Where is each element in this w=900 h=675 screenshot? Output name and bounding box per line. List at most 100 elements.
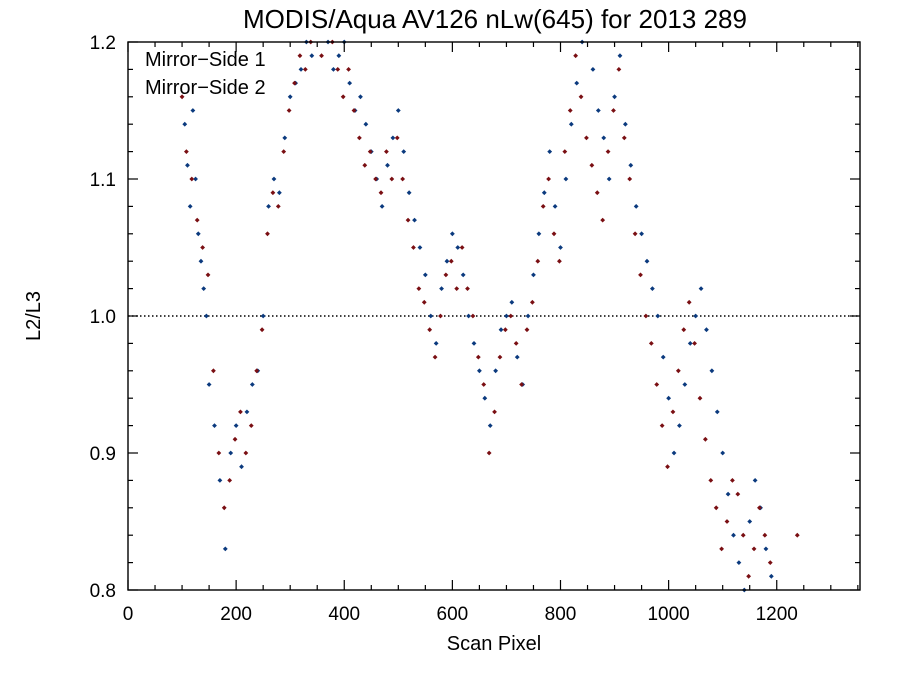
data-point — [481, 382, 487, 387]
data-point — [568, 121, 574, 127]
data-point — [677, 423, 682, 428]
data-point — [421, 299, 427, 305]
x-axis-label: Scan Pixel — [447, 633, 542, 655]
data-point — [650, 286, 655, 291]
data-point — [747, 519, 753, 524]
data-point — [746, 573, 752, 579]
data-point — [427, 327, 433, 333]
data-point — [265, 231, 270, 237]
data-point — [740, 532, 746, 538]
data-point — [493, 368, 499, 374]
data-point — [648, 341, 654, 346]
data-point — [221, 505, 227, 511]
data-point — [298, 67, 304, 72]
x-tick-label: 1200 — [756, 604, 798, 625]
data-point — [216, 450, 222, 456]
data-point — [643, 313, 649, 319]
data-point — [390, 135, 396, 141]
data-point — [400, 176, 406, 182]
data-point — [205, 272, 211, 278]
data-point — [266, 204, 271, 209]
data-point — [509, 299, 515, 305]
data-point — [367, 149, 373, 154]
data-point — [692, 341, 697, 346]
y-tick-label: 1.1 — [90, 170, 116, 191]
data-point — [594, 190, 600, 196]
data-point — [232, 436, 238, 442]
data-point — [309, 53, 315, 59]
data-point — [287, 94, 293, 100]
data-point — [724, 519, 730, 524]
data-point — [567, 108, 573, 113]
data-point — [752, 478, 758, 483]
data-point — [351, 108, 357, 113]
data-point — [179, 94, 185, 100]
data-point — [536, 231, 542, 237]
data-point — [394, 135, 400, 141]
data-point — [222, 546, 228, 552]
y-axis-ticks: 0.8 0.9 1.0 1.1 1.2 — [90, 33, 860, 602]
data-point — [233, 423, 239, 428]
data-point — [659, 423, 665, 428]
data-point — [601, 135, 607, 141]
data-point — [616, 67, 622, 72]
data-point — [767, 560, 773, 565]
data-point — [660, 354, 666, 360]
data-point — [260, 313, 266, 319]
data-point — [621, 135, 627, 141]
legend-label-series-2: Mirror−Side 2 — [145, 77, 266, 99]
data-point — [606, 176, 612, 182]
data-point — [611, 108, 616, 113]
data-point — [558, 245, 563, 250]
data-point — [654, 382, 660, 387]
data-point — [183, 149, 189, 154]
data-point — [336, 53, 342, 59]
data-point — [187, 204, 193, 209]
data-point — [600, 217, 606, 223]
data-point — [249, 382, 255, 387]
x-tick-label: 1000 — [647, 604, 689, 625]
data-point — [276, 190, 282, 196]
data-point — [709, 368, 715, 374]
data-point — [358, 94, 363, 100]
data-point — [395, 108, 401, 113]
data-point — [666, 395, 672, 401]
data-point — [444, 258, 450, 264]
data-point — [385, 162, 390, 168]
data-point — [211, 368, 216, 374]
data-point — [254, 368, 260, 374]
data-point — [455, 245, 461, 250]
data-point — [617, 53, 623, 59]
data-point — [497, 354, 503, 360]
series-2 — [179, 39, 800, 579]
data-point — [416, 286, 422, 291]
data-point — [622, 121, 628, 127]
data-point — [492, 409, 497, 415]
data-point — [438, 313, 443, 319]
data-point — [605, 149, 611, 154]
data-point — [713, 505, 719, 511]
data-point — [751, 546, 757, 552]
data-point — [270, 190, 276, 196]
data-point — [200, 245, 206, 250]
data-point — [412, 217, 417, 223]
data-point — [693, 313, 699, 319]
x-tick-label: 400 — [328, 604, 360, 625]
data-point — [714, 409, 720, 415]
data-point — [243, 450, 249, 456]
data-point — [644, 258, 650, 264]
data-point — [547, 149, 553, 154]
legend: Mirror−Side 1 Mirror−Side 2 — [145, 49, 266, 99]
data-point — [563, 176, 569, 182]
data-point — [525, 313, 531, 319]
data-point — [502, 327, 508, 333]
data-point — [238, 409, 243, 415]
data-point — [794, 532, 800, 538]
data-point — [682, 382, 688, 387]
data-point — [735, 491, 741, 497]
data-point — [378, 190, 384, 196]
data-point — [443, 272, 449, 278]
data-point — [239, 464, 244, 470]
data-point — [702, 436, 708, 442]
